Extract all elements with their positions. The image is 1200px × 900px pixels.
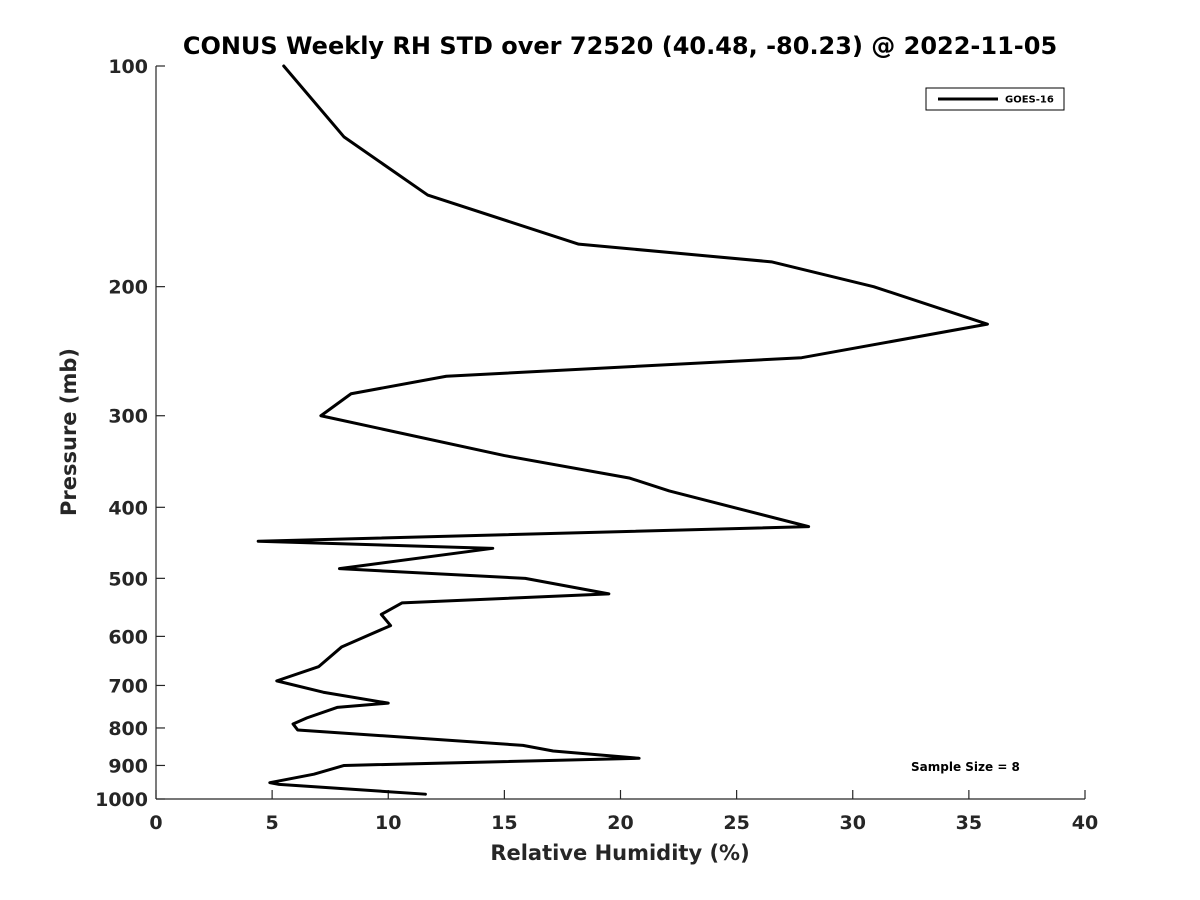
x-tick-label: 35	[956, 812, 982, 834]
y-tick-label: 400	[108, 497, 148, 519]
chart-title: CONUS Weekly RH STD over 72520 (40.48, -…	[183, 32, 1057, 60]
y-tick-label: 300	[108, 406, 148, 428]
x-tick-label: 20	[607, 812, 633, 834]
y-tick-label: 1000	[95, 789, 148, 811]
x-tick-label: 30	[840, 812, 866, 834]
y-tick-label: 900	[108, 755, 148, 777]
x-tick-label: 40	[1072, 812, 1098, 834]
legend-label-goes16: GOES-16	[1005, 95, 1054, 106]
y-ticks: 100 200 300 400 500 600 700 800 900 1000	[95, 56, 165, 811]
y-tick-label: 600	[108, 626, 148, 648]
y-tick-label: 500	[108, 568, 148, 590]
x-axis-label: Relative Humidity (%)	[490, 841, 749, 865]
legend: GOES-16	[925, 87, 1065, 111]
x-tick-label: 0	[149, 812, 162, 834]
y-axis-label: Pressure (mb)	[57, 348, 81, 516]
x-tick-label: 10	[375, 812, 401, 834]
y-tick-label: 100	[108, 56, 148, 78]
y-tick-label: 700	[108, 675, 148, 697]
series-layer	[256, 64, 989, 796]
plot-area: 0 5 10 15 20 25 30 35 40 100 200 300 400 500 600 700 80…	[95, 56, 1098, 834]
x-tick-label: 15	[491, 812, 517, 834]
x-ticks: 0 5 10 15 20 25 30 35 40	[149, 790, 1098, 834]
y-tick-label: 800	[108, 718, 148, 740]
x-tick-label: 5	[266, 812, 279, 834]
y-tick-label: 200	[108, 277, 148, 299]
sample-size-annotation: Sample Size = 8	[911, 760, 1020, 774]
series-line-goes16	[256, 64, 989, 796]
x-tick-label: 25	[723, 812, 749, 834]
